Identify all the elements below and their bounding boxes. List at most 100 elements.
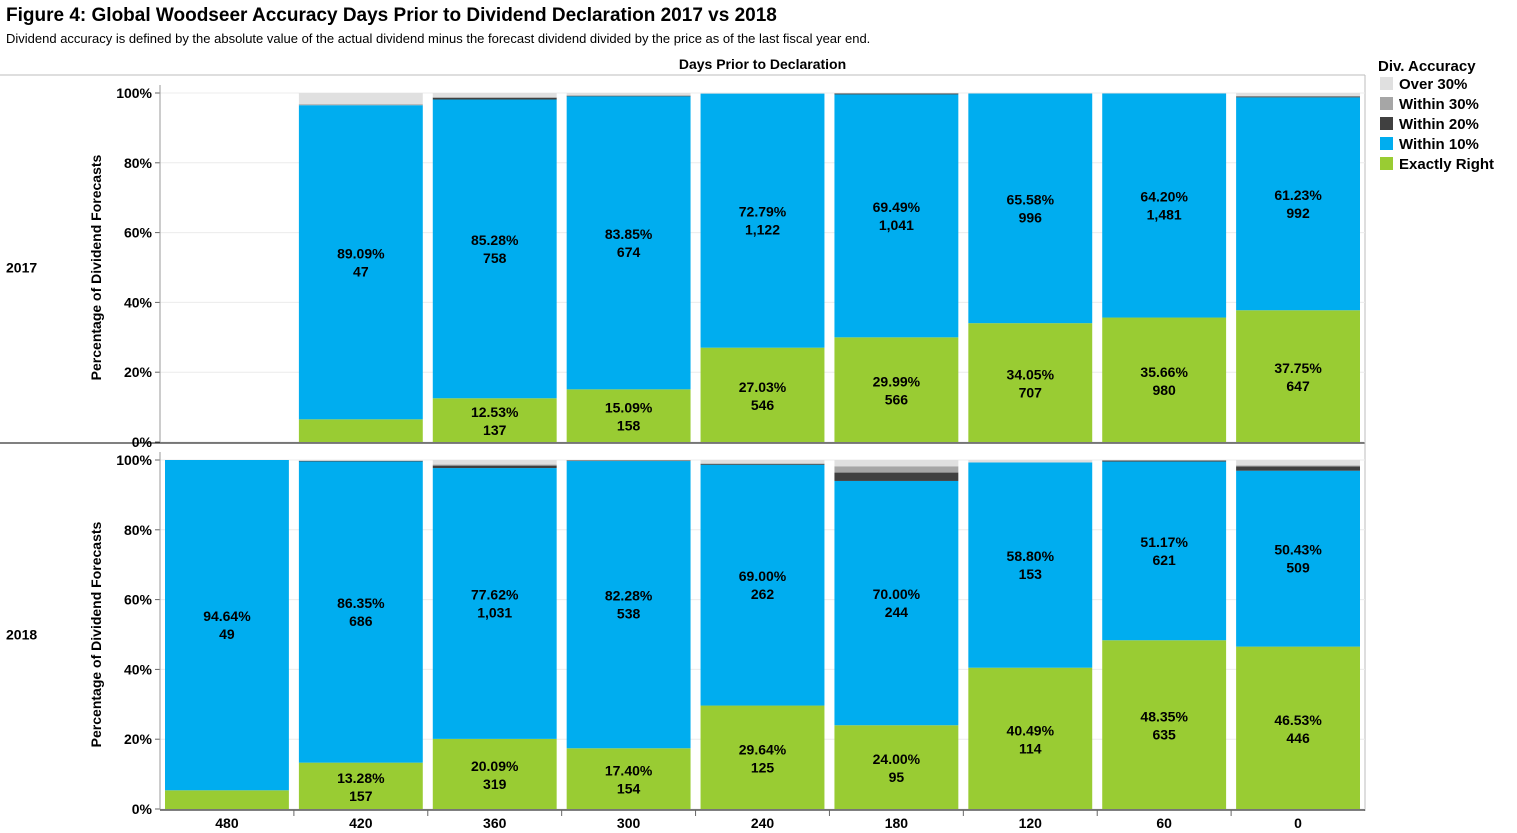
- bar-segment-w10-300-2017: [566, 96, 691, 390]
- bar-segment-w20-420-2018: [298, 460, 423, 462]
- panel-label: 2018: [6, 627, 37, 643]
- data-label-count: 1,031: [477, 604, 512, 620]
- x-tick-label: 180: [885, 815, 909, 831]
- data-label-pct: 40.49%: [1007, 722, 1055, 738]
- data-label-pct: 86.35%: [337, 595, 385, 611]
- data-label-count: 153: [1019, 566, 1043, 582]
- data-label-pct: 24.00%: [873, 751, 921, 767]
- bar-segment-w10-420-2017: [298, 105, 423, 420]
- data-label-count: 137: [483, 422, 507, 438]
- x-tick-label: 360: [483, 815, 507, 831]
- x-tick-label: 300: [617, 815, 641, 831]
- legend-swatch: [1380, 77, 1393, 90]
- legend-entry-label: Within 10%: [1399, 136, 1479, 153]
- legend-swatch: [1380, 137, 1393, 150]
- data-label-pct: 48.35%: [1140, 709, 1188, 725]
- bar-segment-w10-360-2017: [432, 99, 557, 399]
- data-label-count: 566: [885, 392, 909, 408]
- data-label-pct: 64.20%: [1140, 189, 1188, 205]
- y-tick-label: 20%: [124, 364, 153, 380]
- data-label-count: 996: [1019, 209, 1043, 225]
- data-label-pct: 12.53%: [471, 404, 519, 420]
- bar-segment-over-300-2017: [566, 93, 691, 96]
- bar-segment-over-60-2017: [1102, 93, 1227, 94]
- data-label-count: 95: [889, 769, 905, 785]
- data-label-pct: 35.66%: [1140, 364, 1188, 380]
- data-label-count: 546: [751, 397, 775, 413]
- bar-segment-w10-0-2018: [1236, 470, 1360, 647]
- legend-entry-label: Within 30%: [1399, 96, 1479, 113]
- panel-label: 2017: [6, 260, 37, 276]
- data-label-pct: 69.00%: [739, 568, 787, 584]
- bar-segment-w10-240-2017: [700, 93, 825, 348]
- y-tick-label: 80%: [124, 155, 153, 171]
- y-tick-label: 0%: [132, 434, 153, 450]
- bar-segment-w20-360-2017: [432, 97, 557, 100]
- data-label-pct: 34.05%: [1007, 367, 1055, 383]
- bar-segment-w30-360-2017: [432, 97, 557, 98]
- data-label-count: 49: [219, 626, 235, 642]
- legend-entry-label: Within 20%: [1399, 116, 1479, 133]
- bar-segment-w20-60-2018: [1102, 460, 1227, 462]
- bar-segment-exact-300-2018: [566, 748, 691, 809]
- x-tick-label: 120: [1019, 815, 1043, 831]
- bar-segment-exact-360-2018: [432, 738, 557, 809]
- y-tick-label: 40%: [124, 294, 153, 310]
- data-label-count: 621: [1152, 552, 1176, 568]
- bar-segment-w10-180-2018: [834, 480, 959, 726]
- bar-segment-w30-360-2018: [432, 464, 557, 466]
- data-label-count: 1,481: [1147, 207, 1182, 223]
- bar-segment-w10-120-2017: [968, 93, 1093, 324]
- y-tick-label: 80%: [124, 522, 153, 538]
- x-tick-label: 240: [751, 815, 775, 831]
- bar-segment-exact-240-2018: [700, 705, 825, 809]
- bar-segment-over-420-2017: [298, 93, 423, 105]
- bar-segment-over-300-2018: [566, 460, 691, 461]
- bar-segment-over-120-2018: [968, 460, 1093, 463]
- data-label-count: 1,041: [879, 217, 914, 233]
- bar-segment-w20-180-2018: [834, 472, 959, 481]
- y-tick-label: 100%: [116, 452, 152, 468]
- data-label-pct: 29.99%: [873, 374, 921, 390]
- legend-swatch: [1380, 157, 1393, 170]
- data-label-pct: 82.28%: [605, 588, 653, 604]
- data-label-count: 980: [1152, 382, 1176, 398]
- bar-segment-w30-420-2017: [298, 104, 423, 106]
- bar-segment-w30-300-2017: [566, 95, 691, 96]
- bar-segment-exact-180-2018: [834, 725, 959, 809]
- bar-segment-exact-60-2018: [1102, 640, 1227, 809]
- data-label-pct: 70.00%: [873, 586, 921, 602]
- data-label-pct: 20.09%: [471, 758, 519, 774]
- x-tick-label: 60: [1156, 815, 1172, 831]
- y-tick-label: 60%: [124, 592, 153, 608]
- x-tick-label: 420: [349, 815, 373, 831]
- data-label-pct: 94.64%: [203, 608, 251, 624]
- data-label-count: 758: [483, 250, 507, 266]
- bar-segment-exact-120-2017: [968, 323, 1093, 442]
- data-label-count: 674: [617, 244, 641, 260]
- bar-segment-w20-180-2017: [834, 93, 959, 95]
- bar-segment-w10-480-2018: [165, 460, 289, 791]
- data-label-pct: 89.09%: [337, 245, 385, 261]
- data-label-count: 538: [617, 606, 641, 622]
- bar-segment-exact-240-2017: [700, 347, 825, 442]
- data-label-count: 157: [349, 788, 373, 804]
- data-label-count: 114: [1019, 740, 1042, 756]
- bar-segment-w10-180-2017: [834, 94, 959, 338]
- chart-subtitle: Dividend accuracy is defined by the abso…: [6, 31, 871, 46]
- bar-segment-over-0-2017: [1236, 93, 1360, 97]
- bar-segment-over-0-2018: [1236, 460, 1360, 466]
- data-label-pct: 61.23%: [1274, 187, 1322, 203]
- bar-segment-w20-0-2017: [1236, 96, 1360, 98]
- data-label-count: 47: [353, 263, 369, 279]
- bar-segment-over-240-2017: [700, 93, 825, 94]
- data-label-pct: 72.79%: [739, 204, 787, 220]
- data-label-count: 158: [617, 418, 641, 434]
- data-label-pct: 17.40%: [605, 763, 653, 779]
- data-label-pct: 27.03%: [739, 379, 787, 395]
- bar-segment-w10-0-2017: [1236, 97, 1360, 311]
- y-tick-label: 20%: [124, 731, 153, 747]
- bar-segment-over-360-2018: [432, 460, 557, 465]
- bar-segment-w20-0-2018: [1236, 466, 1360, 471]
- data-label-count: 446: [1286, 730, 1310, 746]
